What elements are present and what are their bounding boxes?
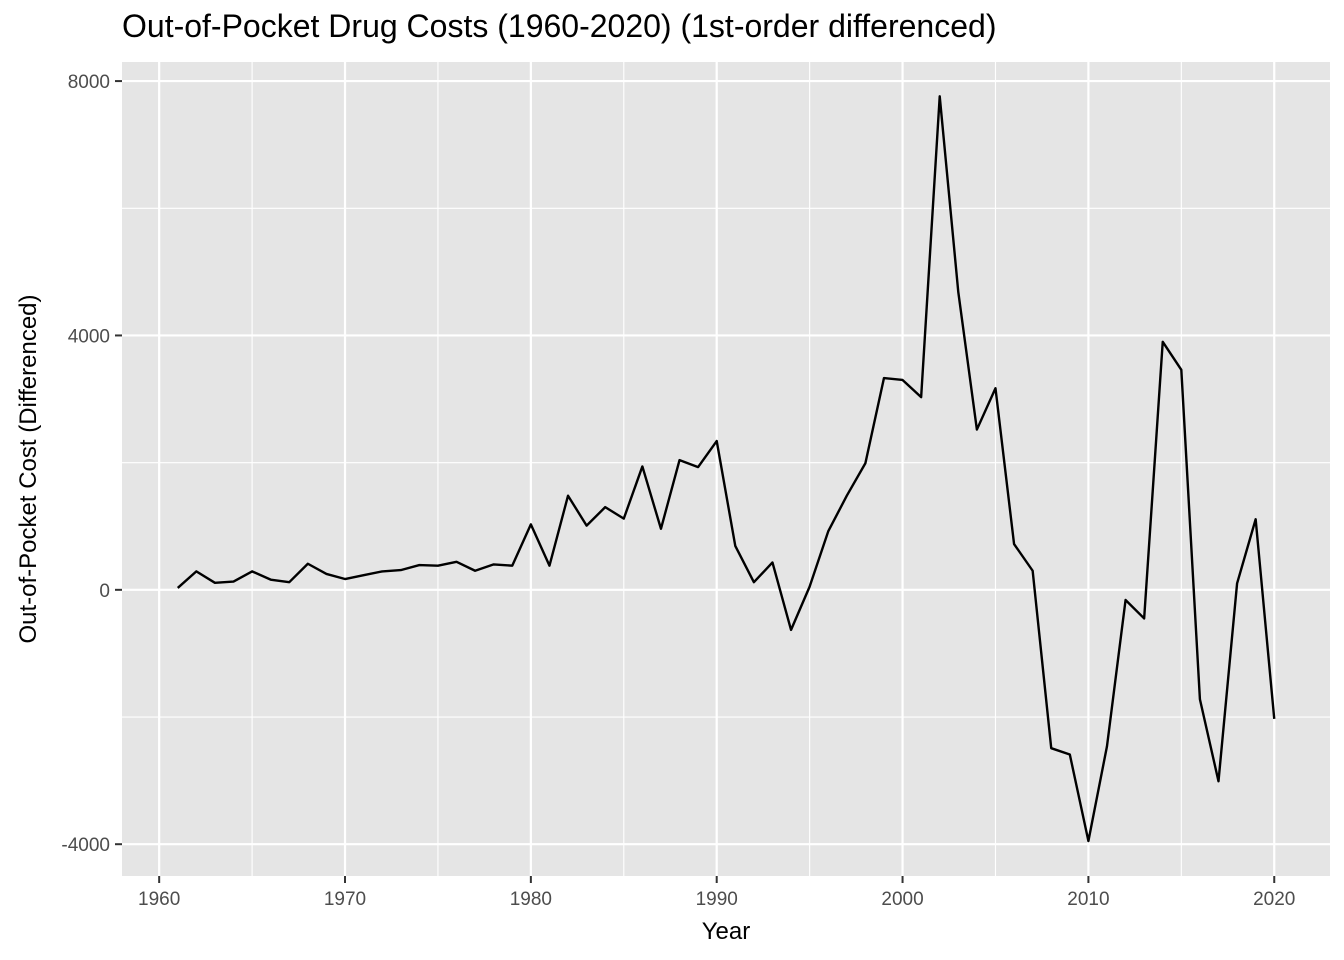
series-line	[176, 95, 1276, 843]
x-tick-label: 1960	[138, 889, 180, 910]
grid-major-layer	[122, 62, 1330, 876]
y-axis: -4000 0 4000 8000	[61, 72, 122, 856]
x-axis-title: Year	[702, 918, 751, 945]
y-tick-label: 8000	[68, 72, 110, 93]
x-tick-label: 1970	[324, 889, 366, 910]
x-tick-label: 2020	[1253, 889, 1295, 910]
x-axis: 1960 1970 1980 1990 2000 2010 2020	[138, 876, 1295, 910]
plot-panel	[122, 62, 1330, 876]
y-tick-label: -4000	[61, 835, 110, 856]
chart-title: Out-of-Pocket Drug Costs (1960-2020) (1s…	[122, 8, 997, 44]
x-tick-label: 2000	[881, 889, 923, 910]
x-tick-label: 2010	[1067, 889, 1109, 910]
x-tick-label: 1980	[510, 889, 552, 910]
x-tick-label: 1990	[696, 889, 738, 910]
y-tick-label: 0	[99, 581, 110, 602]
y-tick-label: 4000	[68, 326, 110, 347]
grid-minor-layer	[122, 62, 1330, 876]
y-axis-title: Out-of-Pocket Cost (Differenced)	[15, 294, 42, 643]
